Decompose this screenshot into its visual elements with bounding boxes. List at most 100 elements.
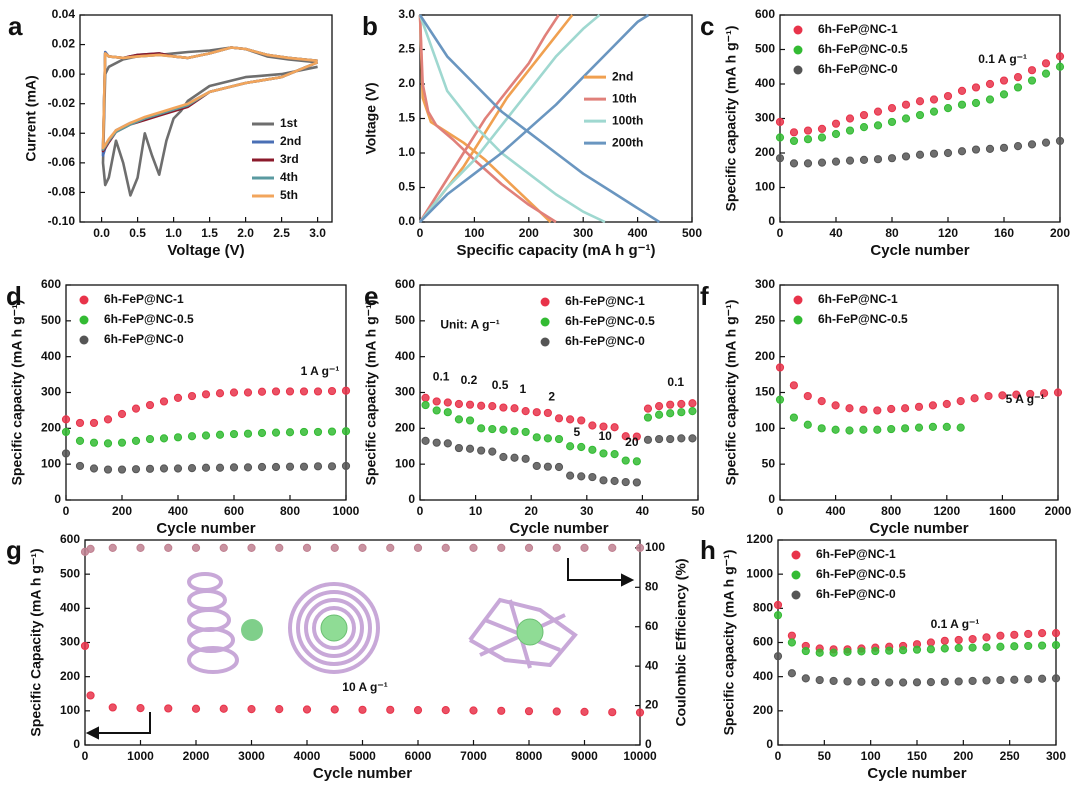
data-point <box>145 434 155 444</box>
data-point <box>103 415 113 424</box>
data-point <box>1055 62 1065 71</box>
data-point <box>817 124 827 133</box>
data-point <box>386 543 395 552</box>
data-point <box>915 110 925 120</box>
data-point <box>432 438 441 447</box>
data-point <box>257 387 267 396</box>
data-point <box>488 447 497 456</box>
data-point <box>443 439 452 448</box>
data-point <box>554 462 564 472</box>
data-point <box>787 638 797 647</box>
y-tick-label: 400 <box>753 669 773 683</box>
data-point <box>801 674 810 683</box>
data-point <box>243 388 253 397</box>
y-tick-label: 600 <box>753 635 773 649</box>
x-tick-label: 800 <box>280 504 300 518</box>
arrow-right <box>567 558 625 581</box>
data-point <box>954 643 963 653</box>
data-point <box>187 432 197 441</box>
data-point <box>859 425 868 434</box>
data-point <box>532 433 541 442</box>
data-point <box>477 401 486 410</box>
y2-tick-label: 60 <box>645 619 659 633</box>
y-tick-label: 0 <box>408 492 415 506</box>
data-point <box>510 453 519 462</box>
data-point <box>86 544 95 553</box>
legend-marker <box>793 45 803 55</box>
data-point <box>789 159 799 168</box>
y-axis-title: Voltage (V) <box>363 82 379 154</box>
data-point <box>173 464 183 473</box>
data-point <box>940 636 949 645</box>
annotation: 0.1 A g⁻¹ <box>931 617 980 631</box>
y-tick-label: 300 <box>60 635 80 649</box>
data-point <box>1026 389 1035 399</box>
data-point <box>929 149 939 158</box>
data-point <box>465 400 475 409</box>
legend-marker <box>791 550 801 560</box>
data-point <box>588 472 597 482</box>
data-point <box>985 95 995 104</box>
data-point <box>441 706 450 715</box>
data-point <box>86 691 95 700</box>
data-point <box>803 420 812 429</box>
data-point <box>688 434 697 443</box>
data-point <box>327 386 337 396</box>
data-point <box>543 408 552 418</box>
y-tick-label: 300 <box>755 111 775 125</box>
data-point <box>131 436 141 445</box>
data-point <box>488 402 497 411</box>
data-point <box>159 464 169 473</box>
data-point <box>901 152 911 161</box>
x-tick-label: 160 <box>994 226 1014 240</box>
data-point <box>654 402 664 411</box>
data-point <box>552 707 561 716</box>
data-point <box>956 397 965 406</box>
data-point <box>454 415 464 424</box>
y-tick-label: 100 <box>755 180 775 194</box>
y-tick-label: 200 <box>753 703 773 717</box>
data-point <box>477 446 486 455</box>
data-point <box>996 675 1005 685</box>
x-tick-label: 2.5 <box>273 226 290 240</box>
data-point <box>187 391 197 401</box>
x-axis-title: Voltage (V) <box>167 242 244 259</box>
series-line <box>101 46 319 150</box>
y-tick-label: 0 <box>54 492 61 506</box>
data-point <box>789 381 799 390</box>
data-point <box>775 395 785 404</box>
data-point <box>940 677 949 686</box>
data-point <box>942 422 951 431</box>
legend-label: 10th <box>612 91 637 105</box>
data-point <box>831 129 841 139</box>
data-point <box>271 462 281 472</box>
y-tick-label: 1000 <box>746 566 773 580</box>
x-tick-label: 10000 <box>623 749 657 763</box>
data-point <box>524 707 534 716</box>
data-point <box>971 98 981 108</box>
data-point <box>61 415 71 424</box>
y-tick-label: 200 <box>755 145 775 159</box>
data-point <box>1024 641 1033 651</box>
data-point <box>914 423 924 432</box>
y2-tick-label: 80 <box>645 579 659 593</box>
data-point <box>257 462 267 472</box>
data-point <box>61 427 71 437</box>
data-point <box>677 408 686 417</box>
data-point <box>532 461 541 471</box>
x-axis-title: Cycle number <box>869 520 968 537</box>
data-point <box>943 104 953 113</box>
x-tick-label: 200 <box>953 749 973 763</box>
data-point <box>229 463 239 472</box>
data-point <box>621 477 630 487</box>
data-point <box>327 427 337 436</box>
x-tick-label: 2000 <box>183 749 210 763</box>
x-axis-title: Specific capacity (mA h g⁻¹) <box>456 242 655 259</box>
legend-label: 3rd <box>280 152 299 166</box>
data-point <box>775 117 785 127</box>
data-point <box>554 434 564 444</box>
data-point <box>635 708 645 717</box>
x-tick-label: 200 <box>1050 226 1070 240</box>
data-point <box>996 631 1005 640</box>
data-point <box>1040 389 1049 398</box>
